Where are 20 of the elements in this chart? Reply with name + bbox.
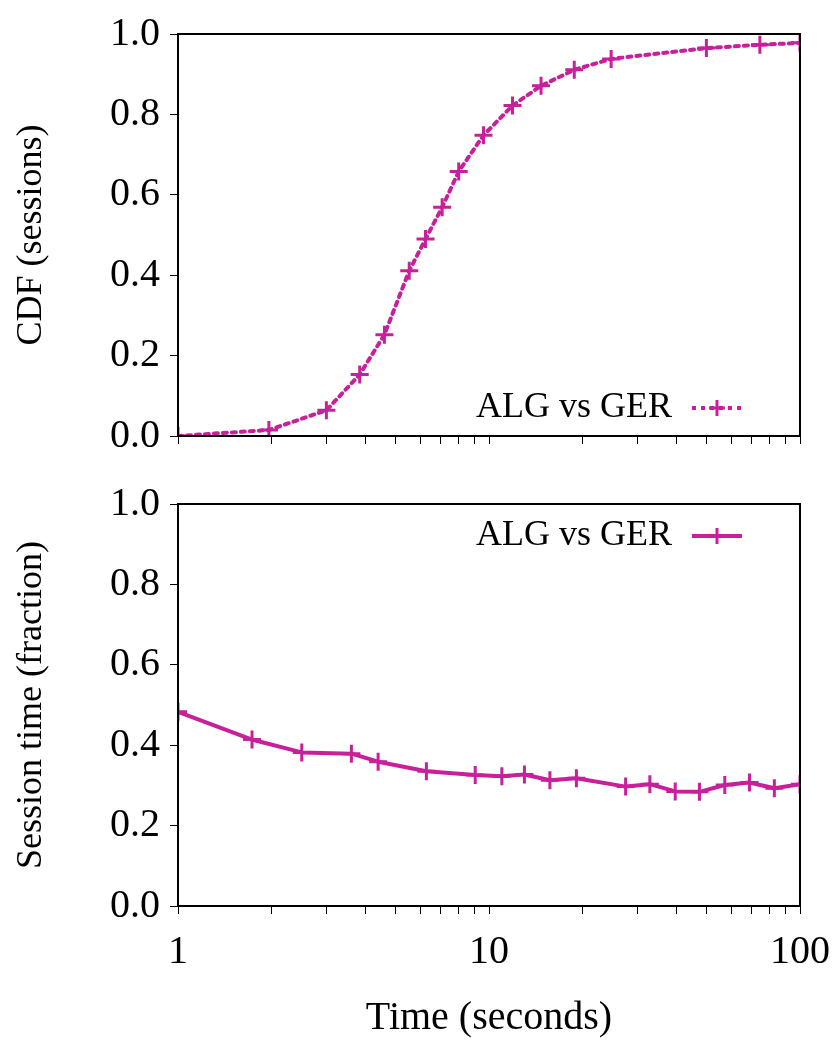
legend-label: ALG vs GER [476,385,672,426]
y-tick-label: 1.0 [110,478,160,524]
y-axis-title: CDF (sessions) [9,124,50,346]
y-tick-label: 0.0 [110,880,160,926]
y-tick-label: 0.6 [110,639,160,685]
x-tick-label: 100 [770,926,830,972]
x-tick-label: 1 [168,926,188,972]
y-axis-title: Session time (fraction) [9,541,50,869]
x-axis-title: Time (seconds) [365,992,613,1038]
y-tick-label: 0.8 [110,88,160,134]
y-tick-label: 0.4 [110,719,160,765]
x-tick-label: 10 [469,926,509,972]
y-tick-label: 1.0 [110,8,160,54]
y-tick-label: 0.8 [110,558,160,604]
y-tick-label: 0.2 [110,330,160,376]
y-tick-label: 0.4 [110,249,160,295]
legend-label: ALG vs GER [476,513,672,554]
y-tick-label: 0.0 [110,410,160,456]
y-tick-label: 0.2 [110,800,160,846]
y-tick-label: 0.6 [110,169,160,215]
